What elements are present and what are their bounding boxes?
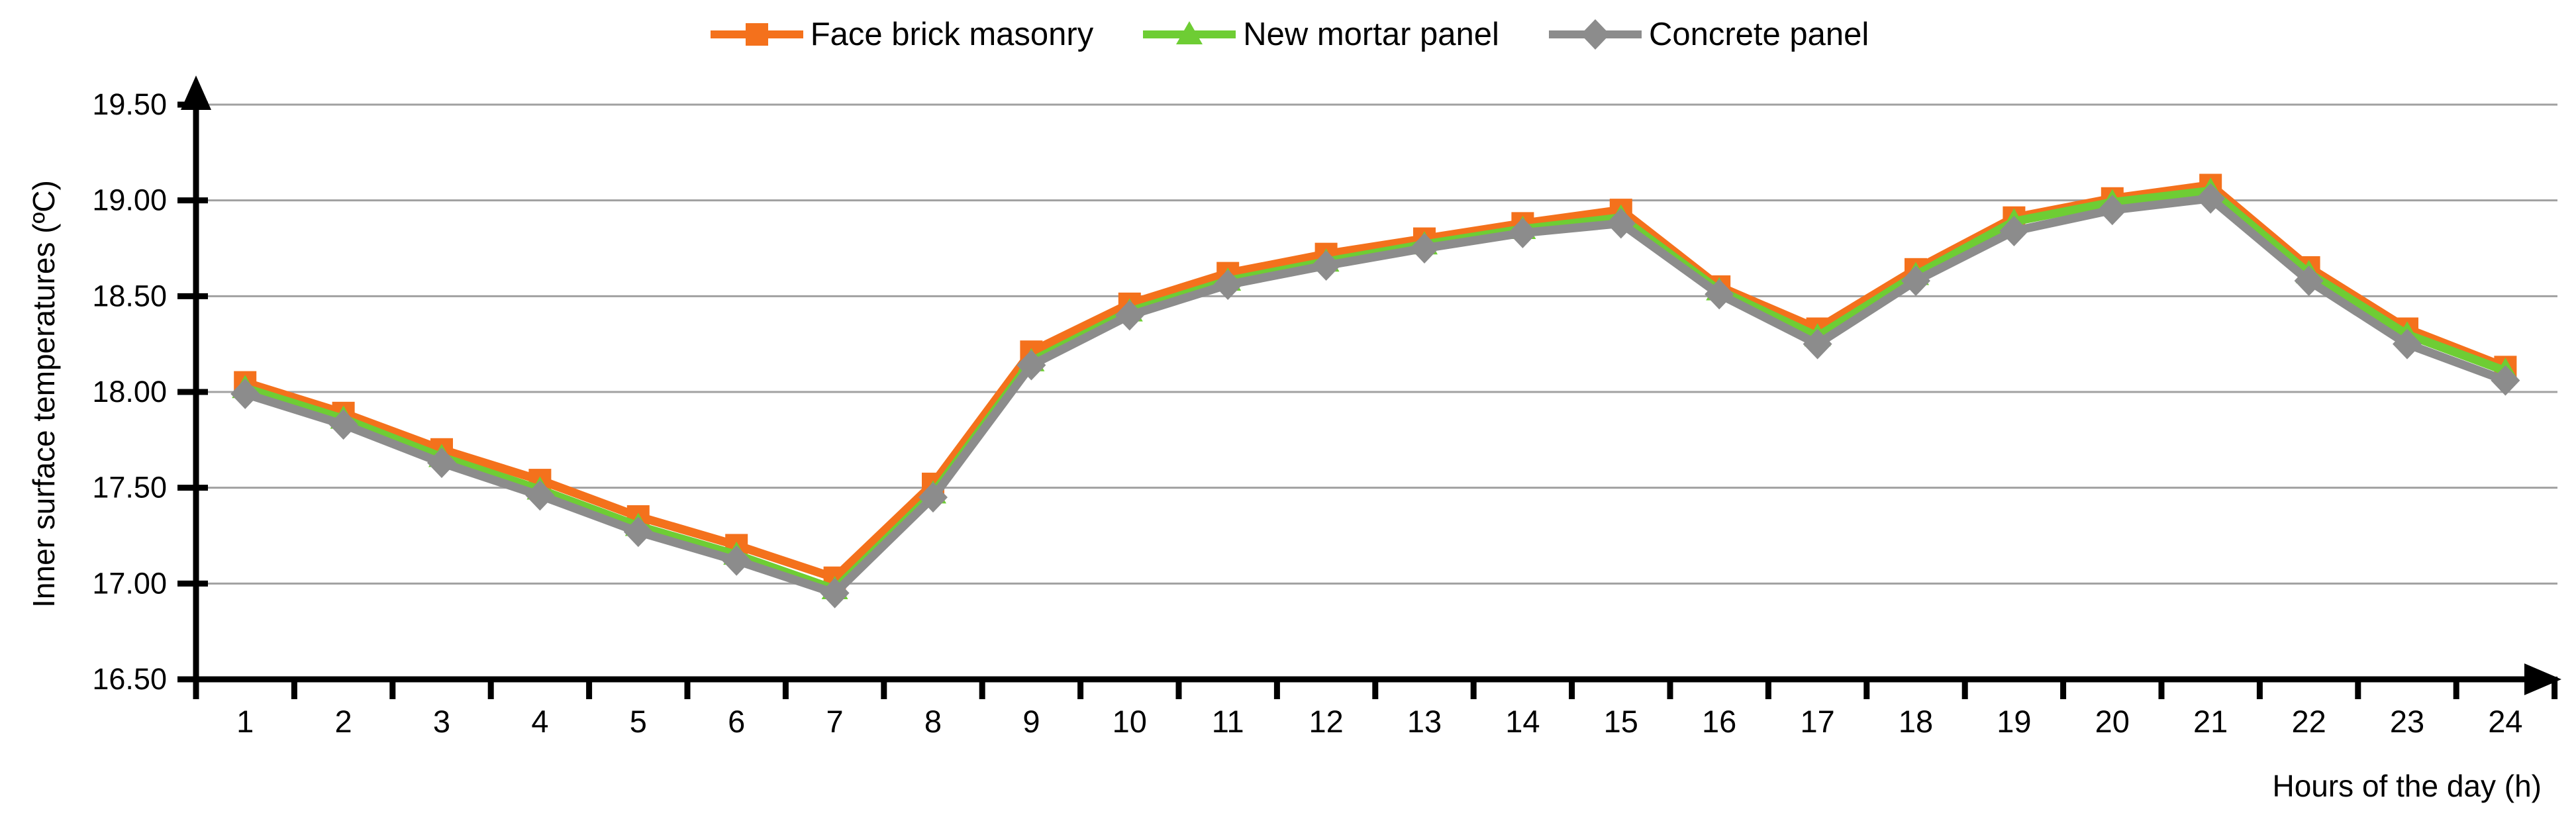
x-tick-label: 24: [2488, 704, 2522, 739]
x-tick-label: 8: [924, 704, 942, 739]
x-axis-arrow-icon: [2524, 663, 2561, 695]
data-point-marker: [1016, 350, 1046, 381]
y-tick-label: 17.50: [92, 471, 167, 505]
x-tick-label: 20: [2095, 704, 2130, 739]
legend-item-concrete-panel: Concrete panel: [1546, 15, 1869, 54]
data-point-marker: [1901, 266, 1930, 297]
x-tick-label: 15: [1604, 704, 1638, 739]
x-tick-label: 12: [1309, 704, 1343, 739]
data-point-marker: [918, 482, 948, 513]
data-point-marker: [1410, 232, 1439, 264]
data-point-marker: [1115, 300, 1144, 331]
data-point-marker: [2393, 328, 2422, 360]
data-point-marker: [2491, 365, 2520, 396]
y-tick-label: 18.50: [92, 279, 167, 313]
y-tick-label: 17.00: [92, 566, 167, 600]
x-tick-label: 5: [630, 704, 647, 739]
x-tick-label: 21: [2193, 704, 2228, 739]
legend-item-new-mortar-panel: New mortar panel: [1140, 15, 1499, 54]
y-tick-label: 19.50: [92, 87, 167, 121]
series-line: [244, 186, 2507, 595]
x-tick-label: 13: [1407, 704, 1442, 739]
x-tick-label: 19: [1997, 704, 2031, 739]
data-point-marker: [820, 577, 850, 608]
x-tick-label: 6: [728, 704, 745, 739]
x-axis-title: Hours of the day (h): [2272, 769, 2542, 803]
series-square: [234, 173, 2517, 589]
legend-label: Concrete panel: [1648, 17, 1869, 52]
legend-label: Face brick masonry: [810, 17, 1094, 52]
data-point-marker: [1508, 217, 1538, 248]
series-line: [244, 180, 2507, 583]
data-point-marker: [1999, 215, 2029, 246]
y-axis-arrow-icon: [181, 75, 211, 110]
data-point-marker: [1176, 21, 1203, 44]
data-point-marker: [2294, 266, 2324, 297]
x-tick-label: 2: [335, 704, 352, 739]
chart-legend: Face brick masonry New mortar panel Conc…: [0, 15, 2576, 54]
x-tick-label: 3: [433, 704, 450, 739]
y-tick-label: 19.00: [92, 183, 167, 217]
y-tick-label: 16.50: [92, 662, 167, 696]
y-tick-label: 18.00: [92, 375, 167, 409]
x-tick-label: 14: [1505, 704, 1540, 739]
triangle-marker-icon: [1143, 21, 1236, 44]
data-point-marker: [230, 378, 260, 409]
legend-item-face-brick-masonry: Face brick masonry: [707, 15, 1094, 54]
data-point-marker: [1311, 250, 1341, 281]
series-diamond: [230, 183, 2520, 608]
data-point-marker: [1803, 328, 1832, 360]
data-point-marker: [2097, 195, 2127, 226]
series-line: [244, 193, 2507, 599]
x-tick-label: 1: [236, 704, 254, 739]
data-point-marker: [1580, 19, 1610, 50]
x-tick-label: 9: [1022, 704, 1040, 739]
square-marker-icon: [710, 23, 803, 46]
x-tick-label: 4: [531, 704, 548, 739]
data-point-marker: [427, 448, 456, 479]
data-point-marker: [2196, 183, 2226, 214]
legend-label: New mortar panel: [1243, 17, 1499, 52]
y-axis-title: Inner surface temperatures (ºC): [26, 180, 61, 608]
data-point-marker: [1213, 269, 1243, 300]
data-point-marker: [525, 480, 555, 511]
x-tick-label: 23: [2390, 704, 2424, 739]
x-tick-label: 18: [1899, 704, 1933, 739]
data-point-marker: [745, 23, 768, 46]
data-point-marker: [722, 545, 752, 576]
x-tick-label: 10: [1113, 704, 1147, 739]
x-tick-label: 16: [1702, 704, 1736, 739]
x-tick-label: 11: [1212, 704, 1244, 739]
diamond-marker-icon: [1548, 19, 1642, 50]
data-point-marker: [1606, 208, 1636, 239]
data-point-marker: [623, 516, 653, 548]
x-tick-label: 17: [1800, 704, 1834, 739]
series-triangle: [232, 177, 2519, 600]
x-tick-label: 7: [826, 704, 844, 739]
x-tick-label: 22: [2291, 704, 2326, 739]
data-point-marker: [328, 409, 358, 440]
data-point-marker: [1705, 279, 1734, 310]
